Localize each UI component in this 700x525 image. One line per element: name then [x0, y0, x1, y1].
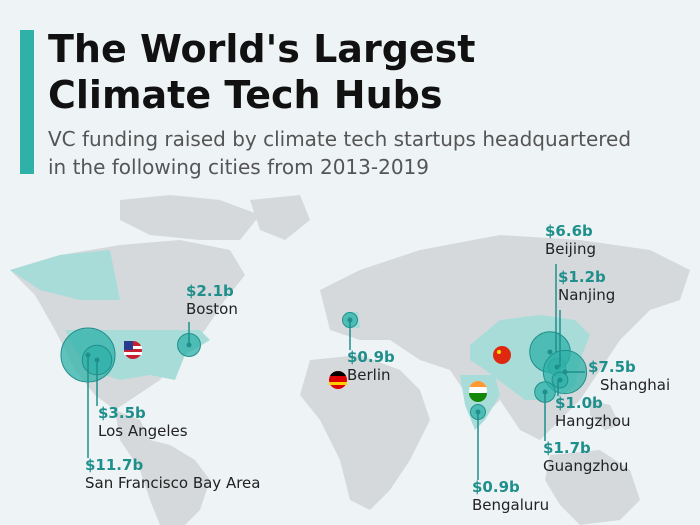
hub-city: Beijing	[545, 240, 596, 258]
hub-city: Boston	[186, 300, 238, 318]
hub-city: Nanjing	[558, 286, 615, 304]
hub-dot	[347, 317, 353, 323]
hub-value: $1.2b	[558, 268, 606, 286]
subtitle: VC funding raised by climate tech startu…	[48, 127, 631, 151]
hub-dot	[186, 342, 192, 348]
accent-bar	[20, 30, 34, 174]
hub-dot	[85, 352, 91, 358]
hub-city: Los Angeles	[98, 422, 188, 440]
flag-india	[469, 381, 487, 402]
hub-dot	[94, 357, 100, 363]
hub-value: $2.1b	[186, 282, 234, 300]
flag-germany	[329, 371, 347, 389]
subtitle: in the following cities from 2013-2019	[48, 155, 429, 179]
hub-dot	[542, 389, 548, 395]
hub-value: $1.7b	[543, 439, 591, 457]
hub-dot	[475, 409, 481, 415]
hub-value: $1.0b	[555, 394, 603, 412]
hub-value: $7.5b	[588, 358, 636, 376]
title: The World's Largest	[48, 27, 475, 71]
hub-city: Berlin	[347, 366, 391, 384]
title: Climate Tech Hubs	[48, 73, 442, 117]
hub-value: $11.7b	[85, 456, 143, 474]
hub-dot	[547, 349, 553, 355]
hub-city: Bengaluru	[472, 496, 549, 514]
hub-dot	[562, 369, 568, 375]
hub-city: Hangzhou	[555, 412, 631, 430]
hub-city: Shanghai	[600, 376, 670, 394]
hub-dot	[554, 364, 560, 370]
flag-us	[124, 341, 142, 359]
hub-dot	[557, 377, 563, 383]
hub-value: $6.6b	[545, 222, 593, 240]
hub-value: $3.5b	[98, 404, 146, 422]
hub-value: $0.9b	[347, 348, 395, 366]
hub-city: San Francisco Bay Area	[85, 474, 260, 492]
hub-city: Guangzhou	[543, 457, 628, 475]
hub-value: $0.9b	[472, 478, 520, 496]
flag-china	[493, 346, 511, 364]
